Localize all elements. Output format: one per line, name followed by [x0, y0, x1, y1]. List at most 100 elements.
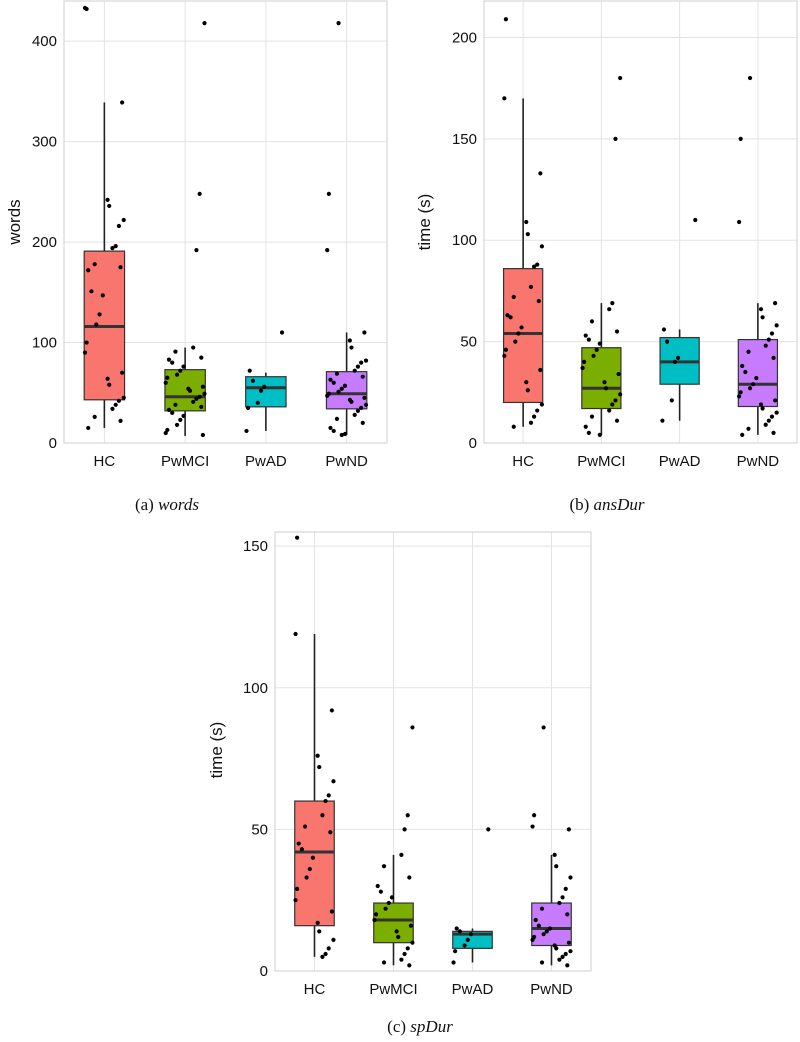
chart-b-ytick-3: 150	[452, 131, 477, 148]
chart-a-point-3-29	[331, 428, 336, 434]
chart-b-point-3-16	[747, 386, 753, 391]
chart-b-ytick-1: 50	[460, 334, 477, 351]
chart-a-point-0-26	[118, 418, 123, 423]
caption-a: (a) words	[135, 495, 199, 514]
chart-c-point-0-1	[293, 631, 298, 637]
caption-c: (c) spDur	[387, 1017, 453, 1036]
chart-a-point-3-12	[328, 377, 333, 382]
chart-a-point-2-5	[255, 400, 260, 405]
chart-c-point-0-2	[329, 708, 334, 713]
chart-c-point-0-0	[295, 535, 300, 540]
chart-a-point-3-3	[362, 330, 367, 335]
chart-c-border	[274, 531, 592, 972]
chart-a-point-3-8	[355, 364, 361, 369]
chart-a-point-1-13	[200, 384, 205, 389]
chart-b-point-1-15	[603, 386, 609, 391]
chart-c-point-1-8	[389, 895, 395, 900]
chart-c-point-3-15	[544, 929, 549, 934]
chart-b-point-2-0	[693, 217, 698, 223]
chart-a-point-1-3	[191, 345, 196, 350]
chart-b-point-1-22	[583, 424, 588, 429]
chart-b-box-1	[581, 347, 622, 410]
chart-b-point-3-2	[736, 219, 742, 225]
chart-c-point-0-5	[331, 779, 336, 784]
chart-b-point-1-24	[597, 432, 602, 437]
chart-c-point-0-14	[307, 866, 312, 872]
chart-b-point-3-13	[743, 369, 748, 375]
chart-c-point-3-16	[541, 932, 546, 937]
chart-a-point-1-26	[174, 422, 180, 428]
chart-c-point-0-7	[323, 798, 328, 804]
chart-c-point-1-5	[407, 875, 412, 880]
chart-a-ytick-4: 400	[32, 33, 57, 50]
caption-a-name: words	[158, 495, 199, 514]
chart-a-point-3-1	[326, 191, 331, 196]
chart-c-point-1-17	[405, 946, 410, 951]
chart-b-point-1-9	[594, 347, 599, 352]
chart-c-point-1-15	[396, 934, 401, 940]
chart-b-point-1-12	[580, 365, 585, 371]
chart-a-point-3-30	[342, 431, 348, 437]
chart-b-point-0-14	[516, 331, 521, 336]
chart-c-point-2-4	[465, 937, 470, 942]
chart-c-point-0-16	[295, 886, 300, 891]
panel-b: 0 50 100 150 200 HC PwMCI PwAD PwND time (s) (b)…	[415, 0, 798, 514]
chart-c-ytick-0: 0	[260, 963, 268, 980]
chart-a-xtick-2: PwAD	[245, 453, 287, 470]
chart-b-point-3-8	[766, 337, 771, 342]
chart-c-point-1-12	[372, 917, 377, 923]
chart-a-point-0-22	[116, 398, 122, 403]
chart-b-point-3-21	[760, 406, 765, 411]
chart-a-point-0-8	[110, 246, 115, 251]
chart-c-point-3-18	[530, 937, 535, 942]
chart-b-point-1-10	[591, 353, 596, 358]
chart-b-point-0-6	[535, 262, 540, 267]
chart-a-point-0-23	[113, 402, 118, 407]
chart-a-point-0-2	[120, 100, 125, 105]
chart-b-point-1-11	[582, 359, 587, 364]
chart-a-point-0-20	[107, 382, 112, 387]
chart-b-point-1-6	[583, 333, 588, 338]
caption-b-name: ansDur	[594, 495, 645, 514]
chart-c-point-3-22	[568, 949, 573, 954]
chart-a-point-3-0	[336, 21, 341, 26]
chart-a-point-3-19	[362, 395, 367, 400]
chart-a-point-3-16	[336, 389, 341, 394]
chart-b-plot: 0 50 100 150 200 HC PwMCI PwAD PwND	[452, 0, 798, 470]
chart-c-point-1-4	[381, 864, 387, 869]
chart-b-point-1-8	[597, 341, 602, 346]
chart-b-point-0-8	[528, 284, 534, 289]
chart-b-point-0-10	[536, 298, 541, 304]
chart-a-point-1-4	[173, 349, 178, 354]
chart-b-point-1-14	[602, 380, 607, 385]
chart-a-point-3-14	[342, 383, 348, 388]
chart-a-point-0-13	[100, 293, 105, 298]
chart-b-point-1-3	[607, 307, 612, 312]
chart-c-point-2-1	[454, 926, 459, 931]
chart-a-point-3-4	[347, 338, 352, 343]
chart-a-point-3-27	[360, 420, 365, 426]
chart-c-point-0-3	[315, 753, 320, 758]
chart-b-point-0-1	[502, 96, 507, 101]
chart-a-point-2-3	[262, 384, 267, 389]
chart-c-point-1-11	[374, 912, 379, 917]
chart-a-point-0-19	[105, 376, 110, 381]
chart-c-ylabel: time (s)	[207, 722, 226, 779]
chart-a-point-0-12	[89, 289, 94, 294]
chart-c-point-1-14	[394, 929, 399, 934]
chart-c-point-3-3	[566, 827, 571, 832]
chart-a-ylabel: words	[5, 199, 24, 245]
chart-a-plot: 0 100 200 300 400 HC PwMCI PwAD PwND	[32, 0, 388, 470]
chart-a-point-0-6	[116, 223, 122, 229]
chart-b-xtick-3: PwND	[737, 453, 780, 470]
chart-c-point-1-0	[410, 725, 415, 730]
chart-a-point-3-23	[359, 405, 364, 410]
chart-b-point-2-2	[665, 339, 670, 344]
chart-c-point-0-11	[296, 841, 301, 846]
chart-c-point-0-18	[329, 909, 334, 914]
chart-c-plot: 0 50 100 150 HC PwMCI PwAD PwND	[243, 531, 592, 998]
chart-a-point-3-26	[334, 416, 340, 421]
chart-a-xtick-1: PwMCI	[161, 453, 209, 470]
chart-b-point-3-24	[766, 418, 771, 423]
chart-b-point-2-6	[660, 418, 665, 423]
